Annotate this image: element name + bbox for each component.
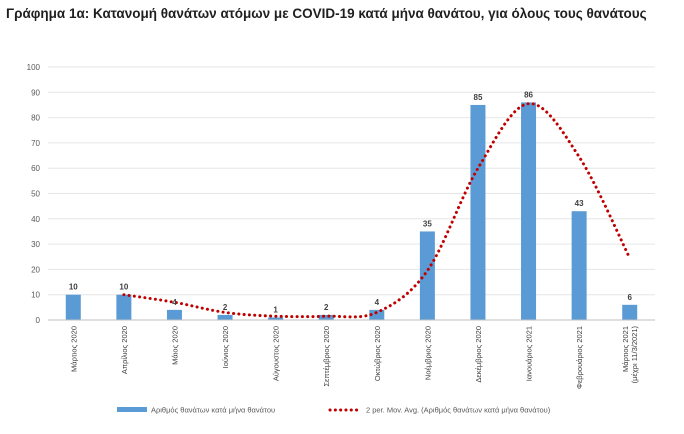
x-tick-label: Ιανουάριος 2021 [525,326,534,381]
data-label: 4 [172,298,177,307]
x-tick-label-line: Μάιος 2020 [170,326,179,365]
legend-label-bars: Αριθμός θανάτων κατά μήνα θανάτου [151,406,275,415]
x-tick-label: Μάιος 2020 [170,326,179,365]
bar [318,314,334,320]
bar [116,294,132,320]
data-labels: 10 10 4 2 1 2 4 35 85 86 43 6 [69,90,633,314]
bar [622,304,638,320]
y-tick-label: 100 [27,63,41,72]
axes: 0 10 20 30 40 50 60 70 80 90 100 Μάρτιος 2020 Απρίλι… [27,63,655,389]
bar [268,317,284,320]
legend-swatch-bars [117,407,147,412]
bar [166,309,182,320]
x-tick-label-line: Μάρτιος 2020 [69,326,78,372]
x-tick-label-line: Απρίλιος 2020 [120,326,129,374]
legend: Αριθμός θανάτων κατά μήνα θανάτου 2 per. … [117,406,551,415]
moving-average-series [122,102,632,319]
y-tick-label: 80 [31,114,40,123]
y-tick-label: 90 [31,88,40,97]
y-tick-label: 50 [31,190,40,199]
data-label: 85 [474,93,483,102]
data-label: 10 [119,283,128,292]
x-tick-label-line: Αύγουστος 2020 [272,326,281,381]
x-tick-label: Μάρτιος 2020 [69,326,78,372]
y-tick-label: 70 [31,139,40,148]
x-tick-label-line: Νοέμβριος 2020 [423,326,432,380]
y-tick-label: 20 [31,265,40,274]
gridlines [48,66,655,296]
data-label: 6 [627,293,632,302]
bar [369,309,385,320]
x-tick-label-line: Σεπτέμβριος 2020 [322,326,331,387]
x-tick-label: Οκτώβριος 2020 [373,326,382,381]
data-label: 2 [223,303,228,312]
bar [419,231,435,320]
x-tick-label-line: Ιανουάριος 2021 [525,326,534,381]
y-tick-label: 0 [36,316,41,325]
legend-label-line: 2 per. Mov. Avg. (Αριθμός θανάτων κατά μ… [366,406,551,415]
moving-average-line [122,102,632,319]
x-tick-label: Ιούνιος 2020 [221,326,230,368]
data-label: 10 [69,283,78,292]
x-tick-label-line: Οκτώβριος 2020 [373,326,382,381]
x-tick-label: Φεβρουάριος 2021 [575,326,584,389]
x-tick-label: Αύγουστος 2020 [272,326,281,381]
x-tick-label: Δεκέμβριος 2020 [474,326,483,383]
x-tick-label: Σεπτέμβριος 2020 [322,326,331,387]
x-tick-label-line: Δεκέμβριος 2020 [474,326,483,383]
data-label: 4 [375,298,380,307]
bar-series [65,102,638,320]
data-label: 35 [423,219,432,228]
x-tick-label-line: Μάρτιος 2021 [621,326,630,372]
x-tick-label: Μάρτιος 2021 (μέχρι 11/3/2021) [621,325,639,383]
bar [521,102,537,320]
data-label: 43 [575,199,584,208]
x-tick-label: Νοέμβριος 2020 [423,326,432,380]
x-tick-label: Απρίλιος 2020 [120,326,129,374]
x-tick-label-line: (μέχρι 11/3/2021) [630,325,639,383]
bar [571,211,587,320]
y-tick-label: 10 [31,291,40,300]
y-tick-label: 40 [31,215,40,224]
bar [470,104,486,320]
data-label: 2 [324,303,329,312]
data-label: 1 [273,305,278,314]
bar [217,314,233,320]
y-tick-label: 60 [31,164,40,173]
chart-title: Γράφημα 1α: Κατανομή θανάτων ατόμων με C… [6,6,647,21]
bar [65,294,81,320]
x-tick-label-line: Ιούνιος 2020 [221,326,230,368]
x-tick-label-line: Φεβρουάριος 2021 [575,326,584,389]
data-label: 86 [524,90,533,99]
y-tick-label: 30 [31,240,40,249]
